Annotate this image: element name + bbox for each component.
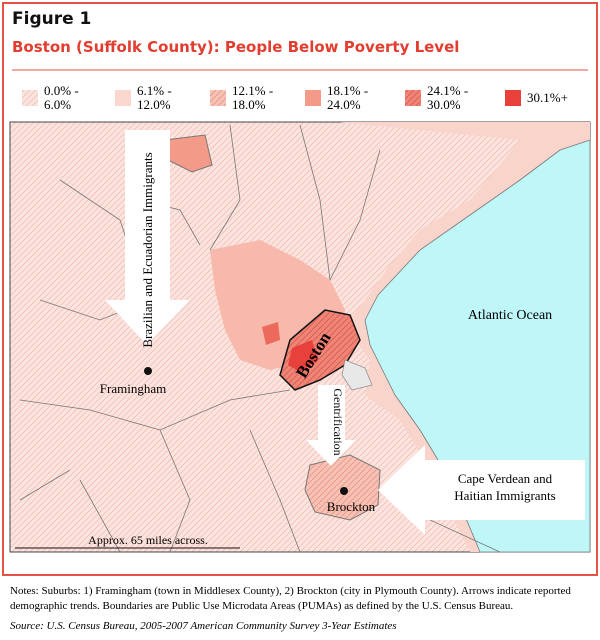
legend-label: 6.0% — [44, 97, 71, 112]
migration-label: Brazilian and Ecuadorian Immigrants — [140, 152, 155, 347]
legend-label: 18.1% - — [327, 83, 368, 98]
migration-label: Cape Verdean and — [458, 471, 553, 486]
legend-swatch — [115, 90, 131, 106]
source: Source: U.S. Census Bureau, 2005-2007 Am… — [10, 620, 397, 632]
migration-label: Haitian Immigrants — [454, 488, 555, 503]
scale-label: Approx. 65 miles across. — [88, 533, 208, 547]
high-poverty-area — [288, 340, 318, 372]
harbor-islands — [341, 359, 373, 391]
figure-label: Figure 1 — [12, 9, 91, 29]
notes: Notes: Suburbs: 1) Framingham (town in M… — [10, 585, 571, 597]
legend-label: 30.1%+ — [527, 90, 568, 105]
city-marker — [144, 367, 152, 375]
legend-swatch — [405, 90, 421, 106]
legend: 0.0% -6.0% 6.1% -12.0% 12.1% -18.0% 18.1% -… — [22, 83, 568, 112]
city-label: Framingham — [100, 381, 166, 396]
gentrification-label: Gentrification — [331, 388, 345, 455]
high-poverty-town — [262, 322, 280, 345]
legend-swatch — [22, 90, 38, 106]
arrow-gentrification — [306, 385, 356, 466]
legend-label: 12.1% - — [232, 83, 273, 98]
legend-label: 0.0% - — [44, 83, 79, 98]
legend-swatch — [305, 90, 321, 106]
legend-swatch — [210, 90, 226, 106]
city-label: Brockton — [327, 499, 376, 514]
legend-label: 12.0% — [137, 97, 171, 112]
legend-label: 24.1% - — [427, 83, 468, 98]
notes: demographic trends. Boundaries are Publi… — [10, 600, 513, 612]
legend-swatch — [505, 90, 521, 106]
title: Boston (Suffolk County): People Below Po… — [12, 38, 459, 56]
arrow-west — [105, 130, 190, 345]
legend-label: 18.0% — [232, 97, 266, 112]
city-marker — [340, 487, 348, 495]
ocean — [364, 139, 591, 553]
ocean-label: Atlantic Ocean — [468, 308, 552, 323]
legend-label: 6.1% - — [137, 83, 172, 98]
legend-label: 24.0% — [327, 97, 361, 112]
arrow-south — [378, 445, 585, 535]
map: Brazilian and Ecuadorian Immigrants Fram… — [9, 121, 591, 553]
legend-label: 30.0% — [427, 97, 461, 112]
